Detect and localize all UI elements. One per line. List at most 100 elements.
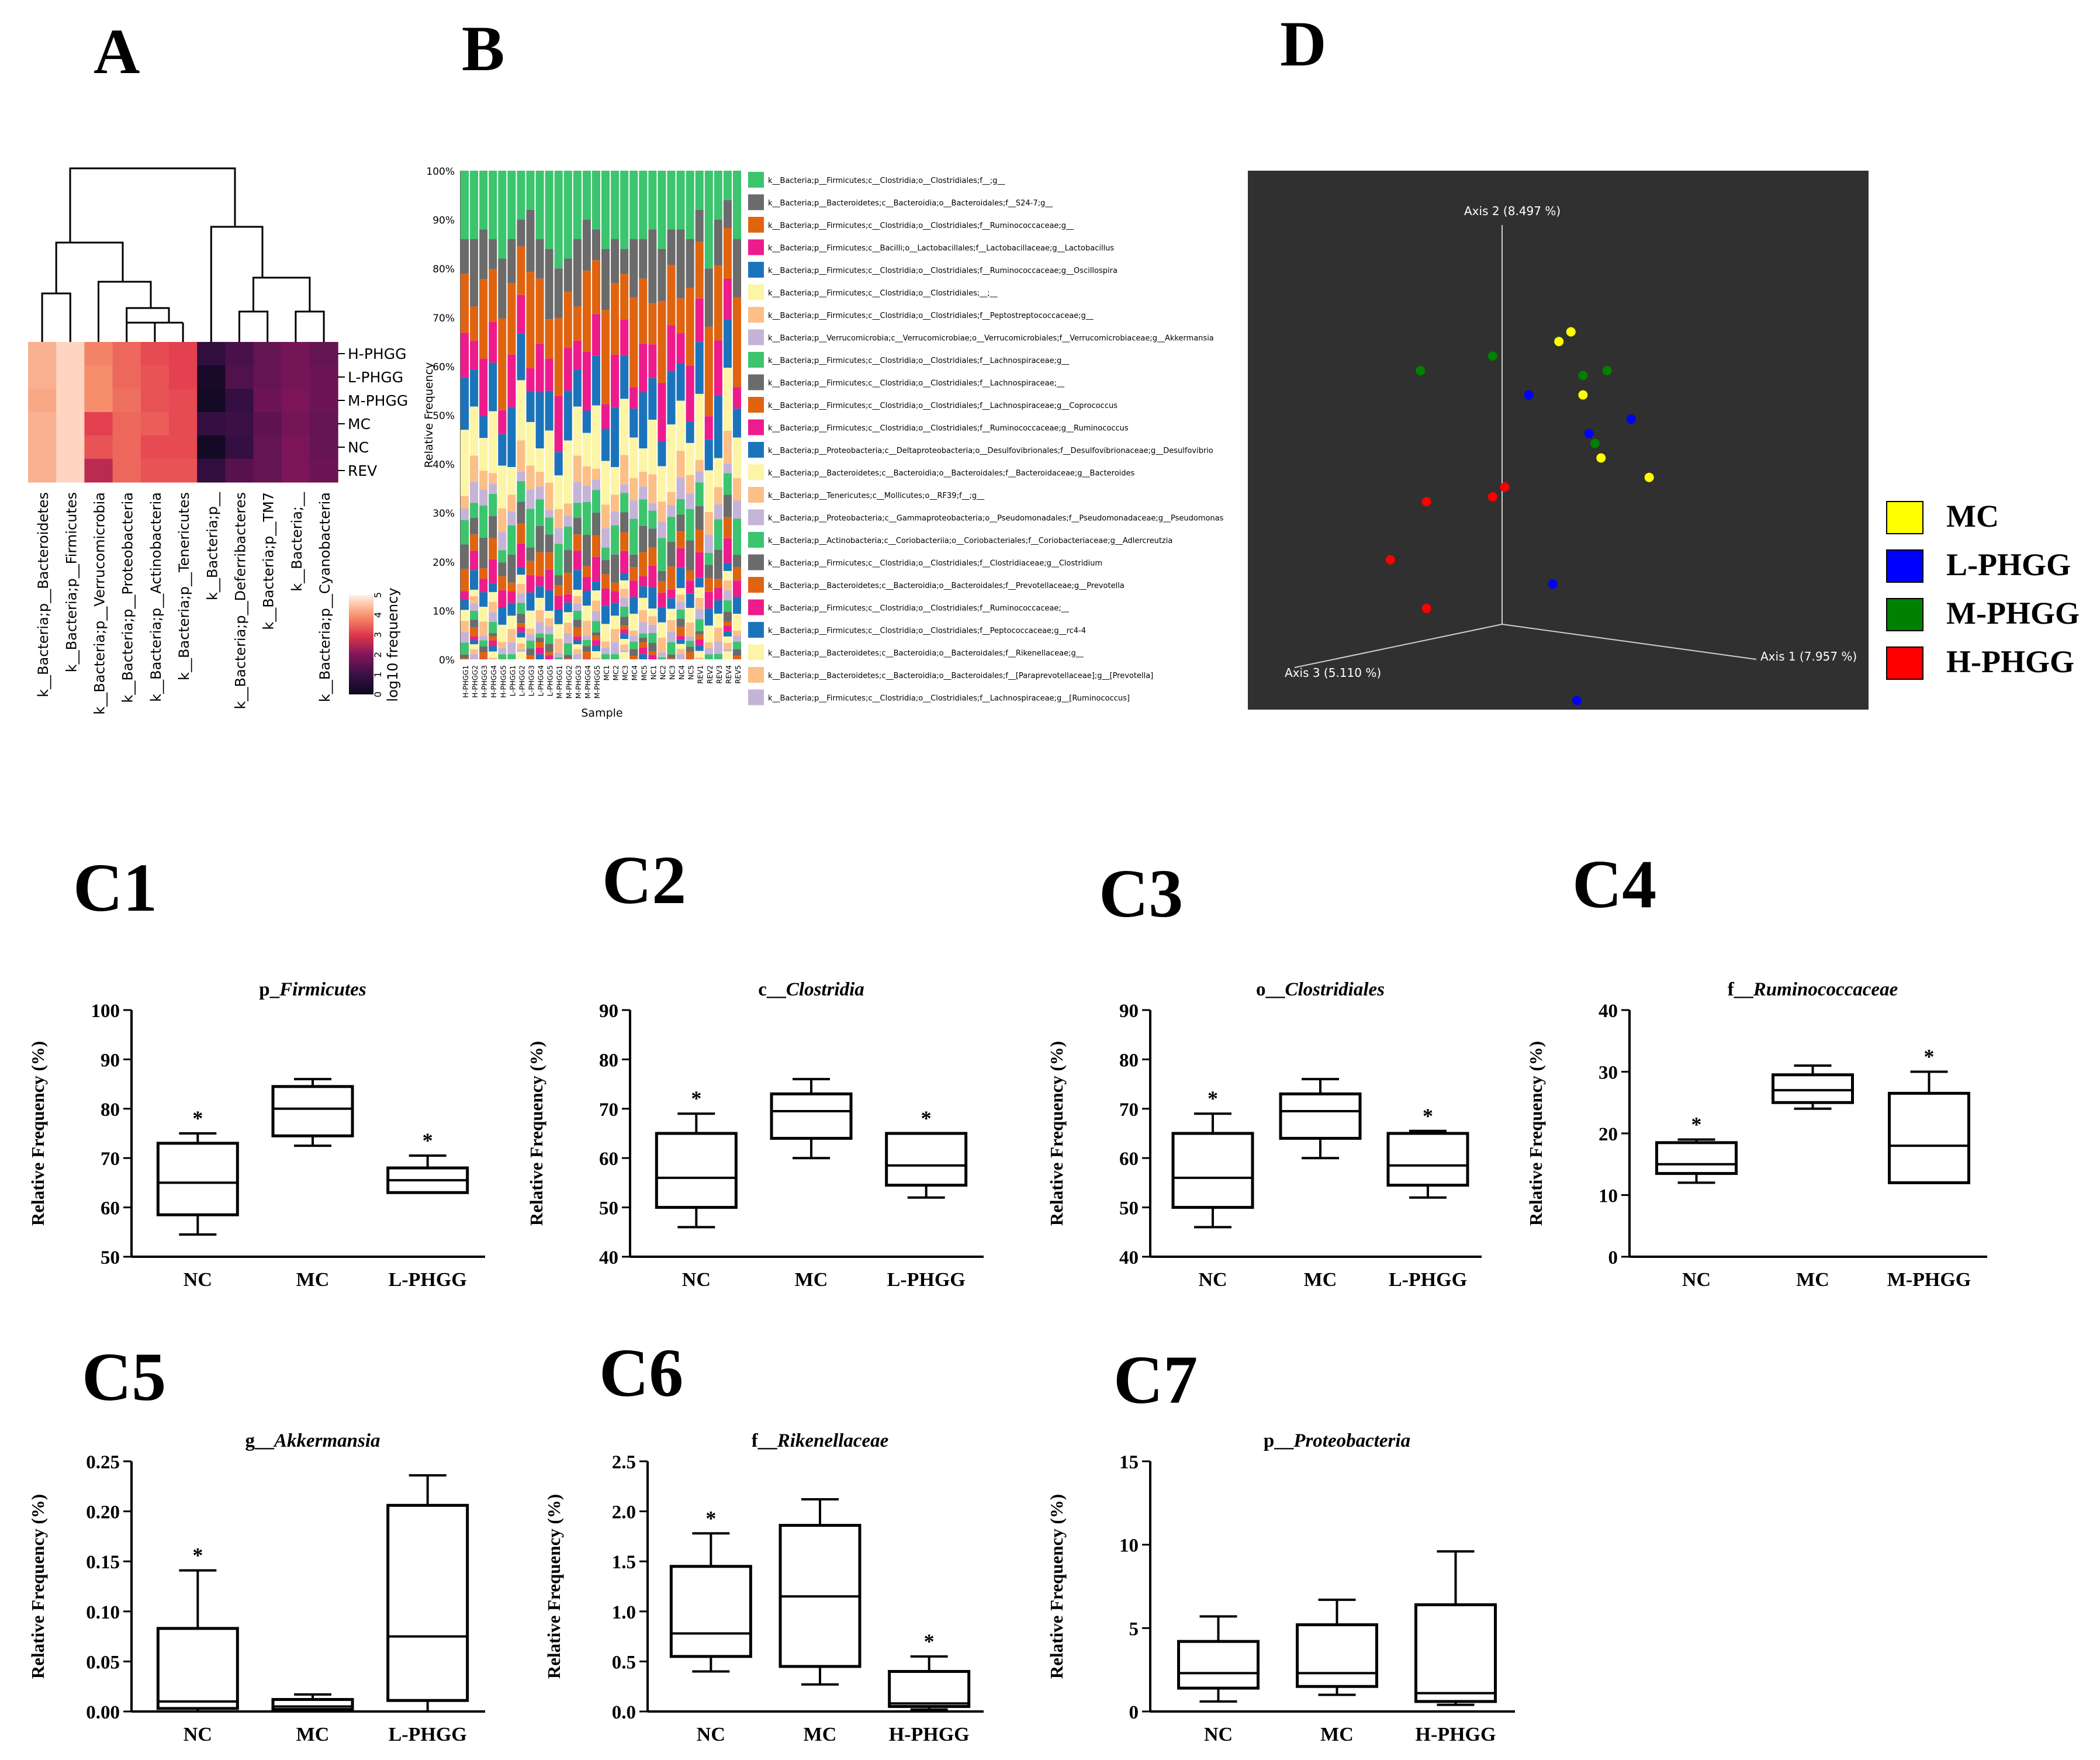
stacked-bar-segment — [686, 580, 694, 594]
stacked-bar-segment — [517, 246, 525, 295]
heatmap-column-label: k__Bacteria;p__Verrucomicrobia — [92, 492, 108, 715]
stacked-bar-segment — [732, 518, 741, 555]
stacked-bar-segment — [535, 622, 544, 634]
stacked-bar-segment — [704, 416, 713, 440]
box-iqr — [1772, 1073, 1854, 1104]
stacked-bar-segment — [695, 242, 704, 299]
stacked-bar-segment — [582, 502, 591, 535]
stacked-bar-segment — [695, 619, 704, 631]
stacked-bar-segment — [639, 278, 648, 344]
heatmap-cell — [253, 389, 282, 413]
stacked-bar-segment — [704, 552, 713, 565]
heatmap-cell — [197, 389, 226, 413]
stacked-bar-segment — [591, 621, 600, 633]
stacked-bar-segment — [526, 575, 535, 593]
stacked-bar-segment — [601, 248, 610, 310]
b-legend-label: k__Bacteria;p__Firmicutes;c__Clostridia;… — [768, 424, 1129, 433]
stacked-bar-segment — [498, 171, 507, 259]
stacked-bar-segment — [535, 610, 544, 623]
stacked-bar-segment — [629, 518, 638, 555]
stacked-bar-segment — [611, 283, 620, 355]
stacked-bar-segment — [658, 607, 666, 623]
box-title-taxon: Clostridia — [786, 979, 864, 1000]
box-category-label: L-PHGG — [389, 1269, 467, 1291]
stacked-bar-segment — [479, 636, 488, 641]
b-legend-label: k__Bacteria;p__Firmicutes;c__Clostridia;… — [768, 402, 1118, 410]
stacked-bar-segment — [620, 355, 629, 399]
b-y-tick: 10% — [433, 606, 455, 617]
stacked-bar-segment — [676, 400, 685, 451]
box-category-label: MC — [296, 1724, 330, 1745]
stacked-bar-segment — [704, 642, 713, 649]
b-legend-swatch — [748, 667, 764, 683]
stacked-bar-segment — [498, 576, 507, 590]
stacked-bar-segment — [591, 645, 600, 652]
stacked-bar-segment — [704, 327, 713, 417]
stacked-bar-segment — [591, 468, 600, 480]
stacked-bar-segment — [498, 648, 507, 655]
box-y-label: Relative Frequency (%) — [526, 1041, 546, 1226]
b-legend-swatch — [748, 419, 764, 435]
stacked-bar-segment — [517, 614, 525, 624]
box-y-label: Relative Frequency (%) — [1525, 1041, 1546, 1226]
stacked-bar-segment — [695, 587, 704, 598]
heatmap-cell — [197, 459, 226, 483]
stacked-bar-segment — [611, 495, 620, 511]
stacked-bar-segment — [498, 550, 507, 563]
stacked-bar-segment — [591, 479, 600, 490]
box-significance: * — [1423, 1104, 1433, 1128]
stacked-bar-segment — [563, 573, 572, 594]
stacked-bar-segment — [545, 618, 553, 627]
stacked-bar-segment — [676, 649, 685, 654]
stacked-bar-segment — [545, 482, 553, 510]
stacked-bar-segment — [545, 552, 553, 570]
stacked-bar-segment — [563, 612, 572, 623]
stacked-bar-segment — [629, 555, 638, 568]
stacked-bar-segment — [704, 511, 713, 535]
pcoa-point — [1416, 366, 1426, 376]
stacked-bar-segment — [489, 171, 497, 240]
stacked-bar-segment — [714, 600, 722, 614]
box-iqr — [1655, 1141, 1738, 1175]
stacked-bar-segment — [517, 649, 525, 652]
stacked-bar-segment — [686, 171, 694, 240]
pcoa-legend-label: M-PHGG — [1946, 596, 2080, 631]
stacked-bar-segment — [629, 580, 638, 597]
box-panel-label: C7 — [1113, 1341, 1198, 1418]
stacked-bar-segment — [686, 637, 694, 641]
stacked-bar-segment — [676, 644, 685, 649]
stacked-bar-segment — [573, 551, 582, 570]
stacked-bar-segment — [535, 392, 544, 449]
stacked-bar-segment — [686, 288, 694, 366]
stacked-bar-segment — [611, 554, 620, 583]
stacked-bar-segment — [563, 602, 572, 613]
b-legend-swatch — [748, 217, 764, 233]
stacked-bar-segment — [667, 658, 676, 659]
stacked-bar-segment — [667, 566, 676, 590]
stacked-bar-segment — [526, 489, 535, 509]
stacked-bar-segment — [648, 547, 657, 566]
stacked-bar-segment — [723, 636, 732, 643]
stacked-bar-segment — [554, 585, 563, 596]
stacked-bar-segment — [629, 649, 638, 656]
b-legend-label: k__Bacteria;p__Firmicutes;c__Clostridia;… — [768, 177, 1005, 185]
stacked-bar-segment — [686, 646, 694, 652]
stacked-bar-segment — [714, 549, 722, 579]
b-legend-label: k__Bacteria;p__Proteobacteria;c__Deltapr… — [768, 447, 1213, 455]
stacked-bar-segment — [723, 368, 732, 431]
stacked-bar-segment — [667, 371, 676, 425]
b-legend-swatch — [748, 239, 764, 255]
box-category-label: MC — [804, 1724, 837, 1745]
stacked-bar-segment — [639, 526, 648, 552]
box-category-label: L-PHGG — [1389, 1269, 1467, 1291]
b-legend-label: k__Bacteria;p__Firmicutes;c__Clostridia;… — [768, 379, 1065, 388]
stacked-bar-segment — [620, 532, 629, 551]
box-title-prefix: p_ — [259, 979, 279, 1000]
stacked-bar-segment — [545, 171, 553, 249]
stacked-bar-segment — [639, 576, 648, 587]
stacked-bar-segment — [470, 644, 479, 649]
stacked-bar-segment — [545, 248, 553, 320]
stacked-bar-segment — [507, 629, 516, 642]
stacked-bar-segment — [479, 537, 488, 569]
stacked-bar-segment — [695, 608, 704, 620]
